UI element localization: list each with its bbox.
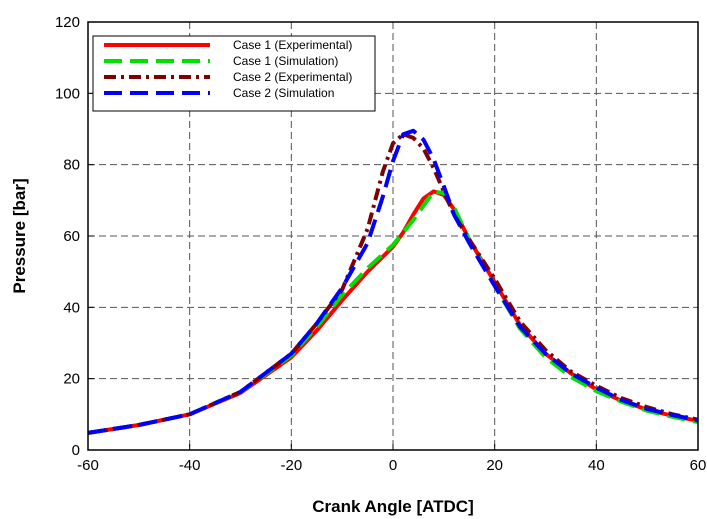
y-axis-title: Pressure [bar] xyxy=(10,178,29,293)
x-tick-label: 20 xyxy=(486,457,503,474)
x-tick-label: -60 xyxy=(77,457,99,474)
legend-label: Case 2 (Experimental) xyxy=(233,70,352,84)
y-tick-label: 20 xyxy=(63,371,80,388)
x-tick-label: 60 xyxy=(690,457,707,474)
y-tick-label: 60 xyxy=(63,228,80,245)
series-line xyxy=(87,132,699,435)
legend-label: Case 1 (Experimental) xyxy=(233,38,352,52)
legend: Case 1 (Experimental) Case 1 (Simulation)… xyxy=(92,35,376,112)
x-tick-label: 40 xyxy=(588,457,605,474)
y-tick-label: 80 xyxy=(63,157,80,174)
grid xyxy=(88,22,698,450)
series-line xyxy=(87,128,699,435)
x-tick-label: 0 xyxy=(389,457,397,474)
legend-label: Case 2 (Simulation xyxy=(233,86,334,100)
legend-box xyxy=(92,35,376,112)
legend-label: Case 1 (Simulation) xyxy=(233,54,338,68)
x-tick-label: -20 xyxy=(280,457,302,474)
x-tick-label: -40 xyxy=(179,457,201,474)
x-axis-title: Crank Angle [ATDC] xyxy=(312,497,474,516)
y-tick-label: 100 xyxy=(55,85,80,102)
y-tick-label: 40 xyxy=(63,299,80,316)
y-tick-label: 0 xyxy=(72,442,80,459)
axis-ticks: -60 -40 -20 0 20 40 60 0 20 40 60 80 100 120 xyxy=(55,14,706,474)
y-tick-label: 120 xyxy=(55,14,80,31)
series-lines xyxy=(87,128,699,435)
